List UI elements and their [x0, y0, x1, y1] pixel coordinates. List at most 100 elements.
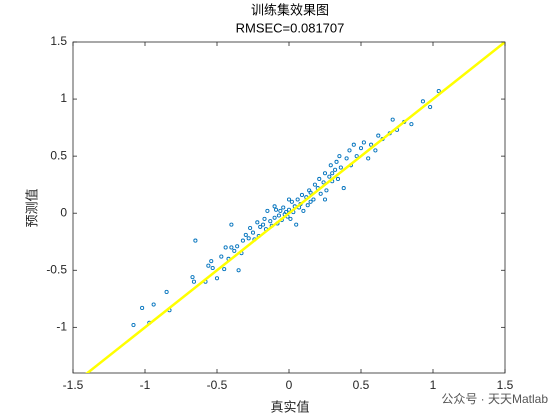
- scatter-point: [288, 216, 293, 221]
- x-tick-label: -1.5: [63, 378, 84, 392]
- y-tick-label: 1.5: [50, 34, 67, 48]
- scatter-point: [311, 197, 316, 202]
- scatter-point: [376, 133, 381, 138]
- scatter-point: [262, 216, 267, 221]
- scatter-point: [295, 197, 300, 202]
- scatter-point: [214, 276, 220, 281]
- scatter-point: [210, 265, 215, 271]
- scatter-point: [236, 268, 241, 273]
- scatter-point: [191, 279, 197, 284]
- chart-title: 训练集效果图: [251, 2, 329, 17]
- x-tick-label: 1.5: [497, 378, 514, 392]
- plot-area: [72, 41, 506, 374]
- y-tick-label: -0.5: [46, 262, 67, 276]
- scatter-point: [330, 171, 335, 176]
- scatter-point: [268, 219, 273, 224]
- scatter-point: [248, 225, 253, 231]
- chart-subtitle: RMSEC=0.081707: [236, 20, 345, 35]
- x-tick-label: -1: [140, 378, 151, 392]
- scatter-point: [286, 197, 292, 202]
- scatter-point: [351, 142, 356, 147]
- scatter-point: [312, 182, 317, 187]
- scatter-point: [289, 199, 294, 204]
- y-tick-label: 0: [60, 205, 67, 219]
- scatter-point: [284, 210, 289, 215]
- scatter-point: [333, 167, 338, 172]
- scatter-point: [301, 208, 306, 213]
- scatter-point: [240, 238, 245, 243]
- scatter-point: [327, 174, 332, 179]
- x-tick-label: -0.5: [207, 378, 228, 392]
- scatter-point: [190, 275, 195, 280]
- y-tick-label: 0.5: [50, 148, 67, 162]
- scatter-point: [341, 186, 346, 191]
- scatter-point: [294, 222, 299, 227]
- scatter-point: [235, 244, 240, 249]
- scatter-point: [265, 208, 270, 213]
- scatter-point: [328, 163, 333, 168]
- scatter-point: [206, 263, 211, 268]
- fit-line: [85, 42, 505, 373]
- scatter-point: [334, 159, 339, 164]
- scatter-point: [140, 305, 145, 310]
- scatter-point: [428, 105, 433, 110]
- plot-marks: [85, 42, 505, 373]
- scatter-point: [278, 208, 283, 213]
- scatter-point: [361, 140, 366, 145]
- scatter-point: [223, 245, 228, 250]
- scatter-point: [255, 220, 260, 225]
- scatter-point: [436, 89, 441, 94]
- scatter-point: [344, 156, 349, 161]
- scatter-point: [131, 323, 136, 328]
- scatter-point: [250, 230, 256, 235]
- scatter-point: [317, 176, 322, 182]
- x-tick-label: 0: [286, 378, 293, 392]
- scatter-point: [305, 203, 310, 208]
- scatter-point: [261, 222, 266, 227]
- scatter-point: [229, 222, 234, 227]
- scatter-point: [193, 238, 198, 243]
- scatter-point: [369, 142, 374, 147]
- scatter-point: [164, 289, 169, 295]
- scatter-point: [338, 165, 343, 170]
- scatter-point: [232, 248, 237, 253]
- scatter-point: [324, 188, 329, 193]
- scatter-point: [373, 148, 378, 153]
- x-tick-label: 0.5: [353, 378, 370, 392]
- scatter-point: [272, 204, 277, 209]
- scatter-point: [222, 267, 227, 272]
- x-axis-label: 真实值: [270, 400, 309, 416]
- y-axis-label: 预测值: [25, 188, 41, 227]
- x-tick-label: 1: [430, 378, 437, 392]
- scatter-point: [335, 176, 341, 182]
- scatter-point: [281, 205, 286, 210]
- scatter-point: [246, 236, 251, 241]
- scatter-point: [358, 146, 364, 151]
- scatter-point: [322, 171, 328, 176]
- scatter-point: [409, 122, 414, 127]
- scatter-point: [321, 180, 326, 185]
- scatter-point: [229, 245, 234, 250]
- y-tick-label: -1: [56, 320, 67, 334]
- scatter-point: [151, 302, 156, 307]
- scatter-point: [272, 215, 277, 220]
- scatter-point: [276, 213, 281, 218]
- scatter-point: [243, 232, 248, 237]
- scatter-point: [299, 192, 305, 197]
- watermark: 公众号 · 天天Matlab: [441, 392, 548, 406]
- scatter-point: [258, 224, 263, 229]
- scatter-point: [347, 148, 352, 153]
- scatter-point: [273, 207, 279, 212]
- scatter-point: [318, 191, 323, 196]
- scatter-point: [337, 154, 342, 159]
- scatter-point: [390, 117, 395, 122]
- scatter-point: [308, 199, 313, 204]
- scatter-point: [354, 154, 359, 159]
- scatter-point: [420, 99, 425, 104]
- y-tick-label: 1: [60, 91, 67, 105]
- scatter-point: [366, 156, 371, 161]
- scatter-point: [219, 254, 224, 259]
- scatter-point: [322, 197, 328, 202]
- scatter-point: [286, 207, 292, 212]
